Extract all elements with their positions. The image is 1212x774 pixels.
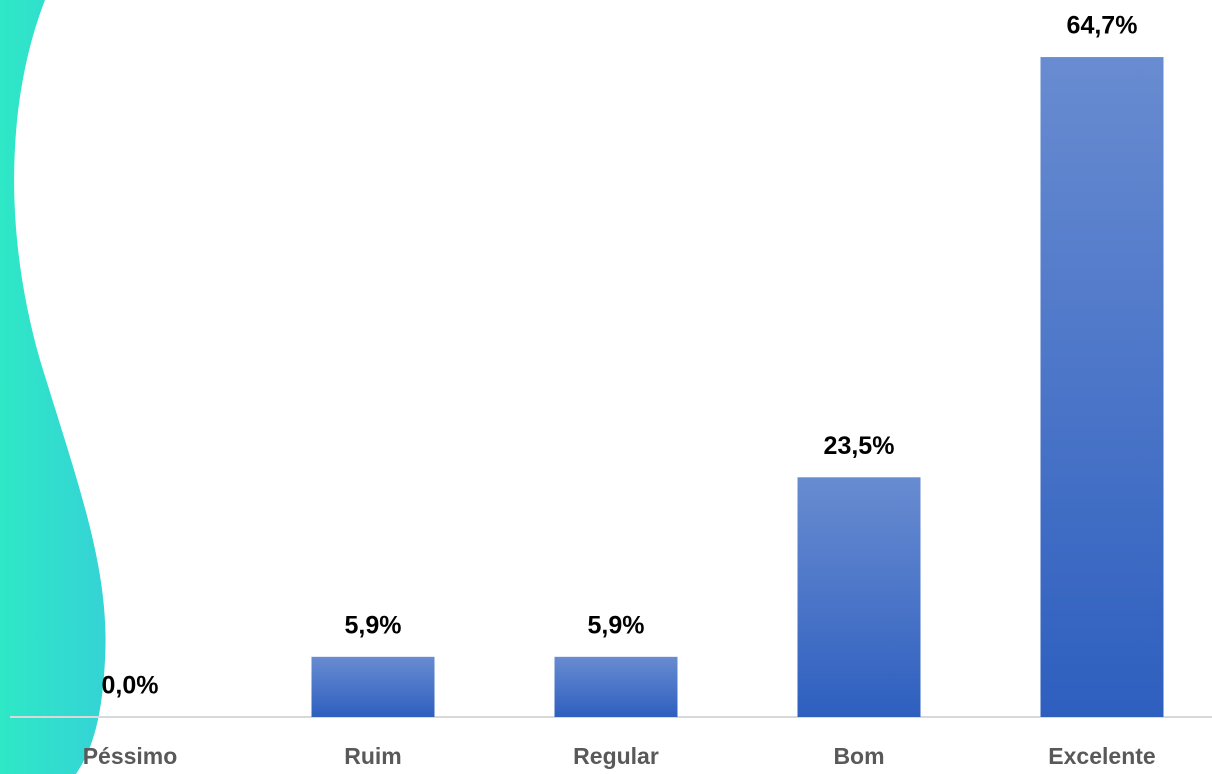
value-label: 0,0% <box>102 672 159 700</box>
decorative-shape <box>0 0 106 774</box>
x-tick-label: Ruim <box>344 743 402 769</box>
x-tick-label: Bom <box>833 743 884 769</box>
x-tick-label: Excelente <box>1048 743 1155 769</box>
value-label: 5,9% <box>588 611 645 639</box>
value-label: 23,5% <box>824 432 895 460</box>
x-tick-label: Regular <box>573 743 659 769</box>
value-label: 64,7% <box>1067 12 1138 40</box>
bar <box>311 656 435 717</box>
bar <box>797 477 921 717</box>
bar <box>554 656 678 717</box>
x-tick-label: Péssimo <box>83 743 178 769</box>
bar <box>1040 57 1164 718</box>
value-label: 5,9% <box>345 611 402 639</box>
